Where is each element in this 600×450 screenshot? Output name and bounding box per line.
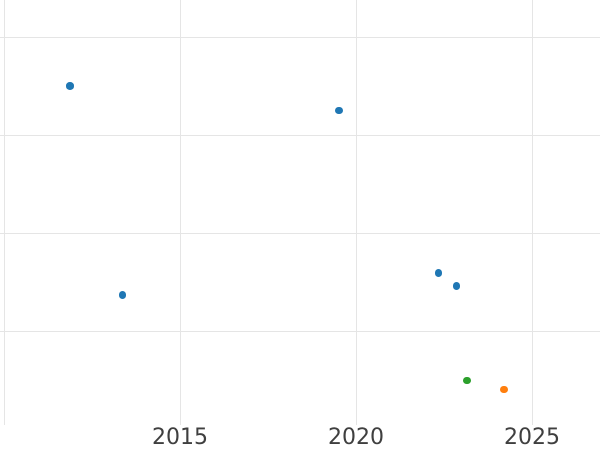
data-point-orange bbox=[500, 385, 508, 394]
data-point-blue bbox=[452, 282, 461, 290]
x-tick-label: 2020 bbox=[328, 425, 384, 450]
data-point-blue bbox=[335, 106, 343, 115]
grid-line-vertical bbox=[356, 0, 358, 425]
grid-line-vertical bbox=[4, 0, 6, 425]
grid-line-horizontal bbox=[0, 37, 600, 39]
data-point-blue bbox=[66, 82, 74, 90]
grid-line-vertical bbox=[180, 0, 182, 425]
grid-line-horizontal bbox=[0, 135, 600, 137]
x-tick-label: 2015 bbox=[152, 425, 208, 450]
grid-line-horizontal bbox=[0, 331, 600, 333]
data-point-green bbox=[463, 376, 471, 385]
data-point-blue bbox=[434, 269, 443, 277]
grid-line-vertical bbox=[532, 0, 534, 425]
grid-line-horizontal bbox=[0, 233, 600, 235]
data-point-blue bbox=[118, 291, 127, 299]
x-tick-label: 2025 bbox=[504, 425, 560, 450]
